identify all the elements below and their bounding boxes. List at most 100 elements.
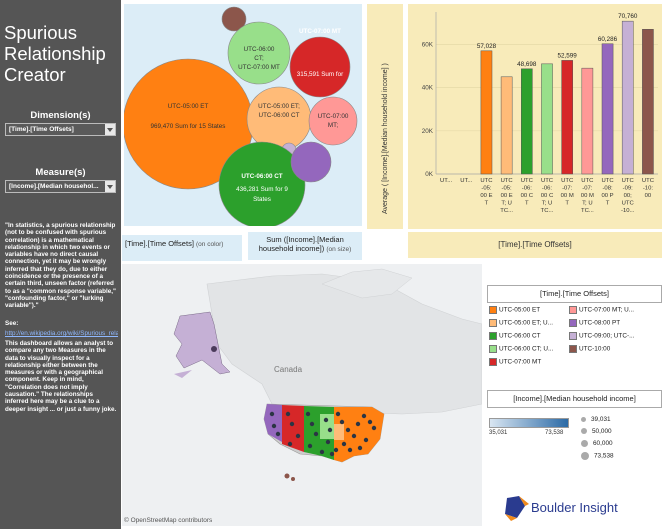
chevron-down-icon[interactable] [105,124,115,135]
sidebar [0,0,121,529]
legend-item-label: UTC-07:00 MT; U... [579,306,635,314]
x-tick-label: 00 C [541,193,554,199]
color-legend-item[interactable]: UTC-06:00 CT; U... [489,345,553,353]
boulder-insight-mark-icon [505,496,529,521]
state-point[interactable] [323,417,329,423]
map-view[interactable]: Canada © OpenStreetMap contributors [122,264,482,526]
bar[interactable] [581,67,594,175]
state-point[interactable] [367,419,373,425]
state-point[interactable] [295,433,301,439]
bar[interactable] [642,29,654,175]
brand-name: Boulder Insight [531,500,618,515]
bar-data-label: 57,028 [477,43,497,50]
chevron-down-icon[interactable] [105,181,115,192]
bar[interactable] [561,60,573,175]
bar-data-label: 52,599 [558,52,578,59]
map-attribution: © OpenStreetMap contributors [124,516,213,524]
bubble-mt-semi[interactable] [308,96,358,146]
legend-swatch [489,345,497,353]
state-point[interactable] [275,431,281,437]
state-point[interactable] [327,427,333,433]
color-legend-item[interactable]: UTC-05:00 ET [489,306,540,314]
bubble-chart[interactable]: UTC-05:00 ET 969,470 Sum for 15 States U… [122,4,362,229]
size-legend-dot [581,416,586,422]
state-point[interactable] [347,447,353,453]
x-tick-label: 00 C [521,193,534,199]
state-point[interactable] [269,411,275,417]
x-tick-label: UT... [440,178,452,184]
bubble-mt[interactable] [289,36,351,98]
size-encoding-label: Sum ([Income].[Median household income])… [248,232,362,260]
state-point[interactable] [319,449,325,455]
legend-swatch [489,358,497,366]
measure-select-value: [Income].[Median househol... [9,183,99,190]
bar[interactable] [480,50,493,175]
bar[interactable] [521,68,533,175]
state-point[interactable] [355,421,361,427]
x-tick-label: TC... [541,208,554,214]
x-tick-label: -05: [481,186,492,192]
bar[interactable] [601,43,614,175]
state-point[interactable] [313,431,319,437]
color-legend-item[interactable]: UTC-08:00 PT [569,319,620,327]
alaska-region[interactable] [173,311,231,375]
state-point[interactable] [307,443,313,449]
color-legend-item[interactable]: UTC-09:00; UTC-... [569,332,634,340]
state-point[interactable] [333,447,339,453]
legend-swatch [569,306,577,314]
wikipedia-link[interactable]: http://en.wikipedia.org/wiki/Spurious_re… [5,330,118,337]
state-point[interactable] [357,445,363,451]
state-point[interactable] [345,427,351,433]
zone-ct-mt[interactable] [320,414,334,439]
bar[interactable] [500,76,513,175]
state-point[interactable] [335,411,341,417]
size-legend-item: 73,538 [578,452,614,460]
state-point[interactable] [339,419,345,425]
color-legend-item[interactable]: UTC-07:00 MT [489,358,541,366]
color-legend-title: [Time].[Time Offsets] [487,285,662,303]
x-tick-label: -07: [562,186,573,192]
state-point[interactable] [309,421,315,427]
bar[interactable] [541,63,553,175]
y-tick-label: 40K [422,85,434,92]
state-point[interactable] [341,441,347,447]
bar[interactable] [621,20,634,175]
arctic-islands [321,268,413,299]
bubble-et-name: UTC-05:00 ET [168,103,209,110]
x-tick-label: 00 E [501,193,513,199]
color-legend-item[interactable]: UTC-10:00 [569,345,610,353]
bubble-utc-10[interactable] [221,6,247,32]
state-point[interactable] [371,425,377,431]
legend-item-label: UTC-06:00 CT [499,332,541,340]
state-point[interactable] [271,423,277,429]
size-legend-item: 50,000 [578,428,612,435]
zone-mt[interactable] [282,405,304,452]
bubble-et-ct[interactable] [246,86,312,152]
measure-label: Measure(s) [35,167,86,178]
dimension-select[interactable]: [Time].[Time Offsets] [5,123,116,136]
bubble-chart-svg: UTC-05:00 ET 969,470 Sum for 15 States U… [122,6,358,229]
color-legend-item[interactable]: UTC-06:00 CT [489,332,541,340]
state-point[interactable] [285,411,291,417]
state-point[interactable] [305,411,311,417]
state-point[interactable] [351,433,357,439]
bubble-ct-value-1: 436,281 Sum for 9 [236,186,288,193]
measure-select[interactable]: [Income].[Median househol... [5,180,116,193]
bubble-pt[interactable] [290,141,332,183]
state-point[interactable] [329,451,335,457]
legend-item-label: UTC-07:00 MT [499,358,542,366]
legend-swatch [569,332,577,340]
income-gradient-bar [489,418,569,428]
state-point[interactable] [287,441,293,447]
state-point[interactable] [361,413,367,419]
state-point[interactable] [289,421,295,427]
bubble-mt-semi-label-2: MT; [328,122,338,129]
legend-swatch [569,345,577,353]
color-legend-item[interactable]: UTC-07:00 MT; U... [569,306,634,314]
state-point[interactable] [325,439,331,445]
bubble-ct-mt[interactable] [227,21,291,85]
color-legend-item[interactable]: UTC-05:00 ET; U... [489,319,553,327]
state-point[interactable] [363,437,369,443]
zone-et-ct[interactable] [334,424,344,440]
